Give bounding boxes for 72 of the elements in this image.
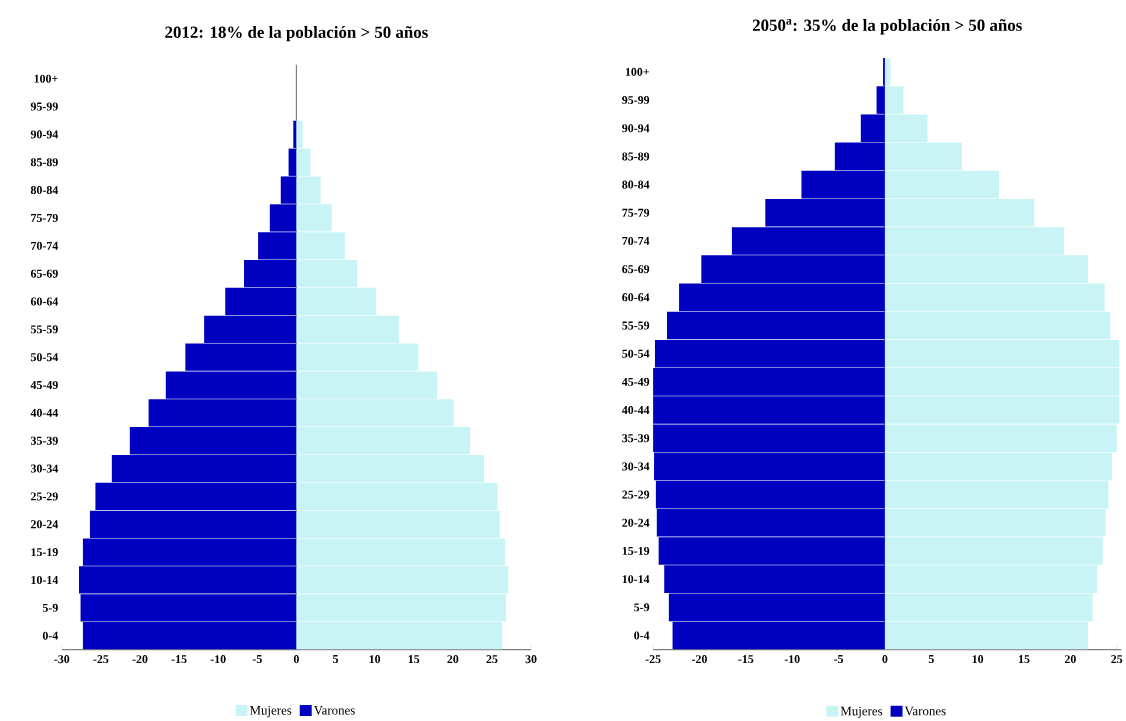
y-tick-label: 10-14 [622, 575, 650, 584]
y-tick-label: 40-44 [30, 409, 59, 418]
y-tick-label: 100+ [34, 74, 58, 83]
y-tick-label: 25-29 [622, 490, 650, 499]
x-tick-label: -10 [210, 655, 226, 664]
y-tick-label: 10-14 [31, 576, 59, 585]
x-tick-label: 5 [928, 655, 934, 664]
x-tick-label: 20 [1064, 655, 1076, 664]
x-tick-label: -15 [171, 655, 187, 664]
y-tick-label: 80-84 [30, 186, 59, 195]
y-tick-label: 85-89 [30, 158, 58, 167]
y-tick-label: 60-64 [30, 297, 59, 306]
x-tick-label: 25 [486, 655, 498, 664]
y-tick-label: 55-59 [30, 325, 58, 334]
x-tick-label: 30 [525, 655, 537, 664]
y-tick-label: 35-39 [622, 434, 650, 443]
y-tick-label: 85-89 [622, 152, 650, 161]
y-tick-label: 30-34 [622, 462, 650, 471]
x-tick-label: -20 [132, 655, 148, 664]
y-tick-label: 45-49 [621, 378, 650, 387]
y-tick-label: 55-59 [622, 321, 650, 330]
chart-title: 2050$^{a}$: 35% de la población > 50 años [752, 19, 1022, 35]
x-tick-label: 10 [369, 655, 381, 664]
y-tick-label: 50-54 [622, 349, 650, 358]
y-tick-label: 95-99 [622, 96, 650, 105]
x-tick-label: -15 [738, 655, 754, 664]
y-tick-label: 100+ [625, 68, 649, 77]
legend-label: Mujeres [249, 706, 292, 718]
y-tick-label: 90-94 [622, 124, 650, 133]
y-tick-label: 60-64 [622, 293, 650, 302]
x-tick-label: -25 [645, 655, 661, 664]
y-tick-label: 65-69 [622, 265, 650, 274]
legend-label: Varones [313, 706, 355, 715]
x-tick-label: 20 [447, 655, 459, 664]
y-tick-label: 40-44 [621, 406, 650, 415]
y-tick-label: 50-54 [30, 353, 59, 362]
legend-label: Mujeres [840, 706, 883, 719]
y-tick-label: 5-9 [634, 603, 650, 612]
y-tick-label: 0-4 [634, 631, 650, 640]
x-tick-label: 25 [1111, 655, 1123, 664]
x-tick-label: -30 [54, 655, 70, 664]
y-tick-label: 70-74 [622, 237, 650, 246]
x-tick-label: -10 [784, 655, 800, 664]
x-tick-label: 10 [972, 655, 984, 664]
y-tick-label: 0-4 [42, 631, 59, 640]
legend-label: Varones [904, 706, 946, 716]
y-tick-label: 15-19 [31, 548, 58, 557]
x-tick-label: 15 [408, 655, 420, 664]
x-tick-label: 0 [293, 655, 299, 664]
y-tick-label: 5-9 [42, 603, 58, 612]
y-tick-label: 20-24 [30, 520, 59, 529]
y-tick-label: 45-49 [30, 381, 58, 390]
y-tick-label: 95-99 [30, 102, 58, 111]
x-tick-label: 0 [882, 655, 888, 664]
y-tick-label: 90-94 [30, 130, 59, 139]
x-tick-label: -5 [834, 655, 844, 664]
y-tick-label: 20-24 [622, 518, 650, 527]
chart-title: 2012: 18% de la población > 50 años [165, 26, 428, 42]
y-tick-label: 35-39 [30, 436, 58, 445]
y-tick-label: 80-84 [622, 180, 650, 189]
y-tick-label: 15-19 [622, 547, 650, 556]
x-tick-label: -5 [252, 655, 262, 664]
y-tick-label: 30-34 [30, 464, 59, 473]
y-tick-label: 75-79 [622, 208, 650, 217]
x-tick-label: 15 [1019, 655, 1030, 664]
y-tick-label: 25-29 [30, 492, 58, 501]
x-tick-label: 5 [333, 655, 339, 664]
y-tick-label: 75-79 [31, 214, 58, 223]
x-tick-label: -25 [93, 655, 109, 664]
y-tick-label: 65-69 [30, 269, 58, 278]
y-tick-label: 70-74 [31, 241, 59, 250]
x-tick-label: -20 [691, 655, 707, 664]
